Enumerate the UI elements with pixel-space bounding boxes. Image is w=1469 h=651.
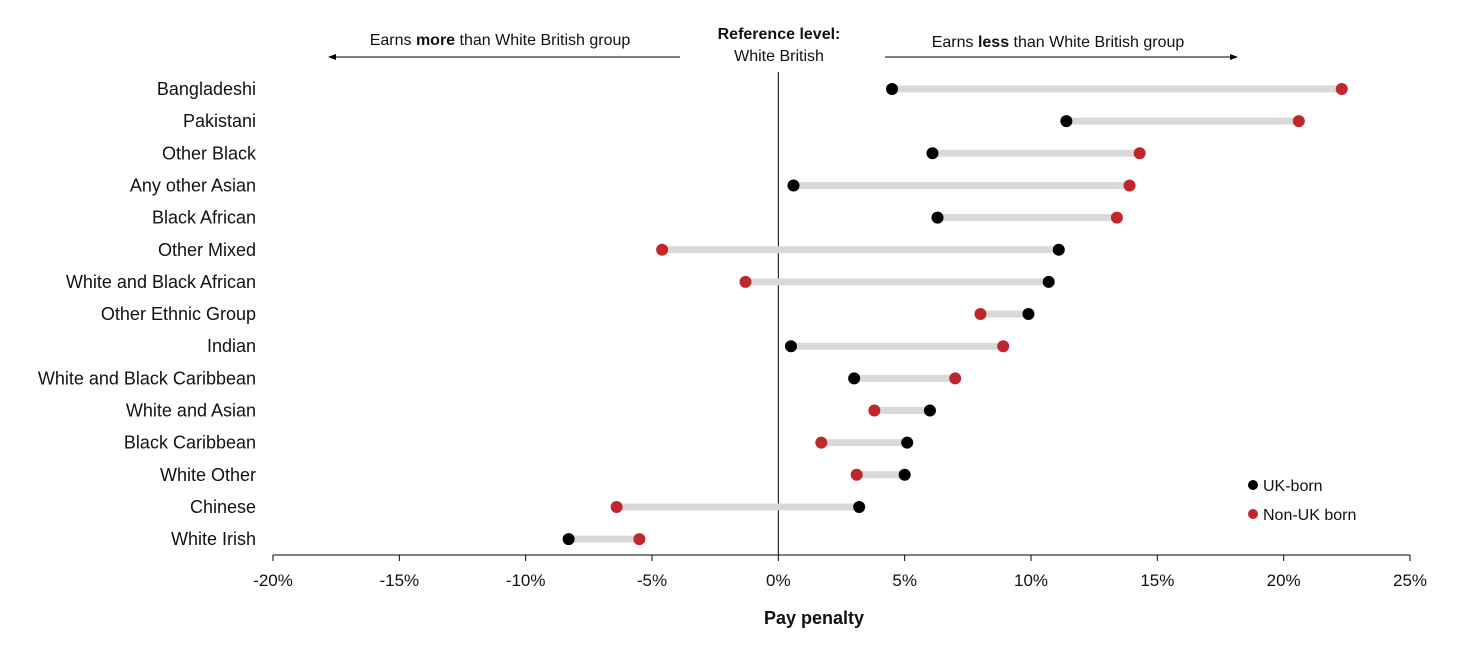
category-label: Black African: [152, 208, 256, 228]
x-tick-label: -15%: [379, 571, 419, 590]
x-axis-label: Pay penalty: [764, 608, 864, 628]
x-tick-label: -5%: [637, 571, 667, 590]
legend-marker: [1248, 509, 1258, 519]
legend-marker: [1248, 480, 1258, 490]
point-non-uk-born: [1110, 211, 1123, 224]
point-non-uk-born: [1133, 147, 1146, 160]
legend-label: UK-born: [1263, 478, 1323, 495]
point-uk-born: [787, 179, 800, 192]
category-label: Other Mixed: [158, 240, 256, 260]
point-uk-born: [898, 468, 911, 481]
point-non-uk-born: [949, 372, 962, 385]
category-label: White and Asian: [126, 401, 256, 421]
point-non-uk-born: [997, 340, 1010, 353]
x-tick-label: 10%: [1014, 571, 1048, 590]
category-label: White and Black Caribbean: [38, 368, 256, 388]
point-non-uk-born: [1335, 83, 1348, 95]
right-annotation: Earns less than White British group: [932, 34, 1185, 51]
point-uk-born: [1022, 308, 1035, 321]
x-tick-label: 0%: [766, 571, 791, 590]
x-tick-label: -20%: [253, 571, 293, 590]
point-non-uk-born: [868, 404, 881, 417]
category-label: Black Caribbean: [124, 433, 256, 453]
x-tick-label: -10%: [506, 571, 546, 590]
left-arrow-head: [328, 54, 336, 60]
right-arrow-head: [1230, 54, 1238, 60]
category-label: Any other Asian: [130, 175, 256, 195]
reference-group: White British: [734, 48, 824, 65]
point-uk-born: [886, 83, 899, 95]
x-tick-label: 5%: [892, 571, 917, 590]
point-uk-born: [926, 147, 939, 160]
point-uk-born: [931, 211, 944, 224]
point-uk-born: [901, 436, 914, 449]
point-non-uk-born: [656, 243, 669, 256]
reference-title: Reference level:: [718, 26, 841, 43]
x-tick-label: 15%: [1140, 571, 1174, 590]
left-annotation: Earns more than White British group: [370, 32, 631, 49]
category-label: Other Black: [162, 143, 257, 163]
point-uk-born: [848, 372, 861, 385]
category-label: White and Black African: [66, 272, 256, 292]
category-label: White Irish: [171, 529, 256, 549]
x-tick-label: 25%: [1393, 571, 1427, 590]
point-uk-born: [1060, 115, 1073, 128]
legend-label: Non-UK born: [1263, 507, 1356, 524]
point-non-uk-born: [850, 468, 863, 481]
category-label: White Other: [160, 465, 256, 485]
point-uk-born: [784, 340, 797, 353]
point-non-uk-born: [739, 275, 752, 288]
category-label: Other Ethnic Group: [101, 304, 256, 324]
point-non-uk-born: [633, 533, 646, 546]
category-label: Bangladeshi: [157, 79, 256, 99]
point-uk-born: [853, 500, 866, 513]
point-uk-born: [1042, 275, 1055, 288]
point-uk-born: [562, 533, 575, 546]
category-label: Pakistani: [183, 111, 256, 131]
point-uk-born: [1052, 243, 1065, 256]
point-non-uk-born: [610, 500, 623, 513]
point-non-uk-born: [1123, 179, 1136, 192]
legend: UK-born Non-UK born: [1248, 478, 1356, 524]
x-tick-label: 20%: [1267, 571, 1301, 590]
point-uk-born: [923, 404, 936, 417]
annotations: Earns more than White British group Earn…: [328, 26, 1238, 65]
category-label: Indian: [207, 336, 256, 356]
point-non-uk-born: [1292, 115, 1305, 128]
point-non-uk-born: [815, 436, 828, 449]
point-non-uk-born: [974, 308, 987, 321]
category-label: Chinese: [190, 497, 256, 517]
